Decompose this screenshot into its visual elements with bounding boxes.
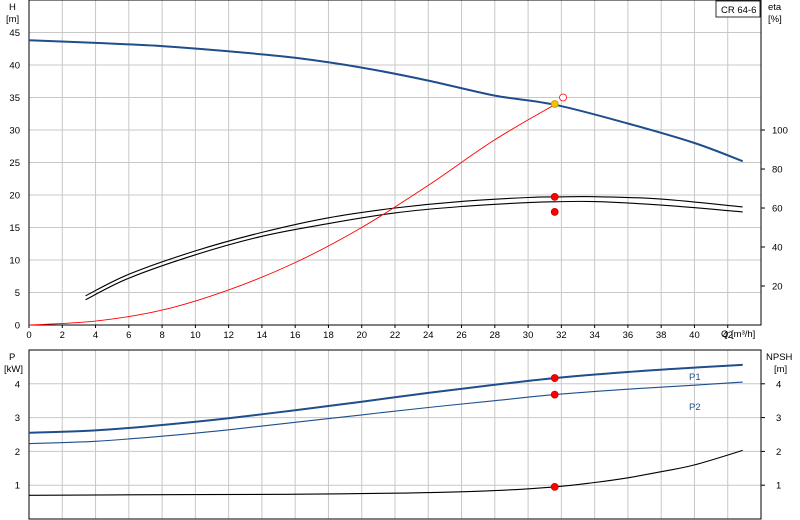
top-y-left-tick-labels: 0 5 10 15 20 25 30 35 40 45 — [9, 28, 20, 332]
y-right-tick-label: 20 — [772, 282, 783, 293]
series-label-p2: P2 — [689, 402, 701, 413]
y-left-tick-label: 2 — [15, 447, 20, 458]
operating-point-marker — [550, 374, 559, 382]
y-right-tick-label: 3 — [776, 413, 781, 424]
y-left-tick-label: 20 — [9, 191, 20, 202]
x-tick-label: 8 — [159, 330, 164, 341]
x-tick-label: 4 — [93, 330, 98, 341]
bottom-series — [28, 363, 743, 496]
bottom-y-right-unit: [m] — [774, 364, 787, 375]
top-y-left-unit: [m] — [6, 14, 19, 25]
top-y-right-tick-labels: 20 40 60 80 100 — [761, 126, 788, 293]
y-right-tick-label: 4 — [776, 379, 781, 390]
y-left-tick-label: 30 — [9, 126, 20, 137]
operating-point-marker — [550, 482, 559, 491]
x-tick-label: 32 — [556, 330, 567, 341]
bottom-y-left-label: P — [9, 352, 15, 363]
x-tick-label: 42 — [722, 330, 733, 341]
x-tick-label: 30 — [523, 330, 534, 341]
bottom-y-right-tick-labels: 1 2 3 4 — [761, 379, 781, 492]
top-y-left-label: H — [9, 2, 16, 13]
model-label-box — [715, 0, 761, 18]
power-p1-curve — [28, 363, 743, 434]
x-tick-label: 22 — [390, 330, 401, 341]
operating-point-marker — [550, 390, 559, 399]
x-tick-label: 10 — [190, 330, 201, 341]
x-tick-label: 18 — [323, 330, 334, 341]
model-label: CR 64-6 — [721, 5, 756, 16]
y-left-tick-label: 45 — [9, 28, 20, 39]
x-tick-label: 6 — [126, 330, 131, 341]
y-left-tick-label: 25 — [9, 158, 20, 169]
x-tick-label: 0 — [26, 330, 31, 341]
y-left-tick-label: 3 — [15, 413, 20, 424]
x-tick-label: 26 — [456, 330, 467, 341]
operating-point-marker — [559, 93, 567, 102]
operating-point-marker — [550, 193, 559, 201]
x-tick-label: 24 — [423, 330, 434, 341]
y-left-tick-label: 35 — [9, 93, 20, 104]
top-y-right-label: eta — [768, 2, 782, 13]
efficiency-curve-upper — [85, 196, 743, 297]
top-series — [28, 39, 744, 326]
y-right-tick-label: 1 — [776, 481, 781, 492]
y-left-tick-label: 1 — [15, 481, 20, 492]
x-tick-label: 40 — [689, 330, 700, 341]
head-curve — [28, 39, 744, 163]
bottom-plot-frame — [28, 349, 762, 520]
x-tick-label: 16 — [290, 330, 301, 341]
top-grid — [29, 0, 761, 325]
x-tick-label: 20 — [356, 330, 367, 341]
system-curve — [28, 104, 555, 326]
y-left-tick-label: 4 — [15, 379, 20, 390]
x-tick-label: 36 — [623, 330, 634, 341]
bottom-panel: 1 2 3 4 1 2 3 4 P [kW] NPSH [m] P1 P2 — [4, 349, 793, 520]
npsh-curve — [28, 449, 743, 496]
y-left-tick-label: 0 — [15, 321, 20, 332]
x-tick-label: 34 — [589, 330, 600, 341]
top-x-tick-labels: 0 2 4 6 8 10 12 14 16 18 20 22 24 26 28 30 32 34 36 38 40 42 — [26, 325, 733, 341]
y-right-tick-label: 2 — [776, 447, 781, 458]
x-tick-label: 2 — [60, 330, 65, 341]
x-tick-label: 28 — [490, 330, 501, 341]
x-tick-label: 14 — [257, 330, 268, 341]
x-tick-label: 12 — [223, 330, 234, 341]
y-left-tick-label: 40 — [9, 61, 20, 72]
x-axis-label: Q [m³/h] — [721, 329, 755, 340]
top-y-right-unit: [%] — [768, 14, 782, 25]
top-points — [550, 93, 567, 216]
y-right-tick-label: 100 — [772, 126, 788, 137]
operating-point-marker — [550, 208, 559, 216]
bottom-y-left-tick-labels: 1 2 3 4 — [15, 379, 20, 491]
bottom-y-right-label: NPSH — [766, 352, 793, 363]
series-label-p1: P1 — [689, 372, 701, 383]
y-right-tick-label: 60 — [772, 204, 783, 215]
x-tick-label: 38 — [656, 330, 667, 341]
power-p2-curve — [28, 381, 743, 445]
y-left-tick-label: 15 — [9, 223, 20, 234]
efficiency-curve-lower — [85, 200, 743, 301]
bottom-points — [550, 374, 559, 491]
y-right-tick-label: 80 — [772, 165, 783, 176]
bottom-y-left-unit: [kW] — [4, 364, 23, 375]
y-right-tick-label: 40 — [772, 243, 783, 254]
top-panel: 0 2 4 6 8 10 12 14 16 18 20 22 24 26 28 30 32 34 36 38 40 42 … — [6, 0, 788, 341]
y-left-tick-label: 5 — [15, 288, 20, 299]
y-left-tick-label: 10 — [9, 256, 20, 267]
operating-point-marker — [550, 100, 559, 108]
